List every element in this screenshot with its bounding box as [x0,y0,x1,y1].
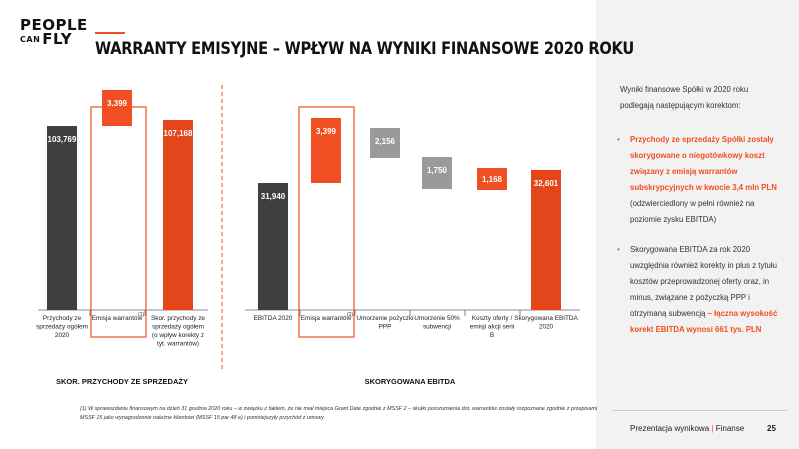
company-logo: PEOPLE CAN FLY [20,16,88,49]
data-label-2: 2,156 [375,137,396,146]
page-title: WARRANTY EMISYJNE – WPŁYW NA WYNIKI FINA… [95,39,634,59]
bar-0 [47,126,77,310]
bar-2 [370,128,400,158]
bar-0 [258,183,288,310]
data-label-2: 107,168 [164,129,193,138]
data-label-0: 103,769 [48,135,77,144]
chart-ebitda: 31,940 3,399 2,156 1,750 1,168 32,601 (1) EBITD… [245,106,580,386]
bar-1 [311,118,341,183]
panel-intro: Wyniki finansowe Spółki w 2020 roku podl… [620,85,749,110]
category-label-0: Przychody ze sprzedaży ogółem 2020 [36,315,88,339]
bar-5 [531,170,561,310]
data-label-1: 3,399 [316,127,337,136]
page-number: 25 [767,424,776,433]
panel-bullet-2: • Skorygowana EBITDA za rok 2020 uwzględ… [617,242,780,338]
data-label-1: 3,399 [107,99,128,108]
footer-label: Prezentacja wynikowa | Finanse [630,424,745,433]
data-label-3: 1,750 [427,166,448,175]
footnote: (1) W sprawozdaniu finansowym na dzień 3… [80,406,598,421]
footnote-marker: (1) [138,312,144,318]
panel-bullet-1: • Przychody ze sprzedaży Spółki zostały … [617,132,780,228]
chart-title: SKORYGOWANA EBITDA [365,377,456,386]
bar-1 [102,90,132,127]
bar-2 [163,120,193,310]
category-label-4: Koszty oferty / emisji akcji serii B [470,315,514,339]
charts-area: 103,769 3,399 107,168 (1) Przychody ze sprzed… [36,85,580,386]
category-label-1: Emisja warrantów [92,315,143,322]
bullet-icon: • [617,135,620,144]
category-label-2: Umorzenie pożyczki PPP [356,315,413,331]
data-label-0: 31,940 [261,192,286,201]
data-label-5: 32,601 [534,179,559,188]
bar-3 [422,157,452,189]
chart-title: SKOR. PRZYCHODY ZE SPRZEDAŻY [56,377,188,386]
highlight-box [90,106,147,338]
right-panel [596,0,799,449]
bullet-icon: • [617,245,620,254]
category-label-2: Skor. przychody ze sprzedaży ogółem (o wpł… [151,315,205,348]
chart-revenue: 103,769 3,399 107,168 (1) Przychody ze sprzed… [36,90,208,386]
data-label-4: 1,168 [482,175,503,184]
category-label-0: EBITDA 2020 [254,315,293,322]
category-label-5: Skorygowana EBITDA 2020 [514,315,578,331]
highlight-box [298,106,355,338]
title-accent-line [95,32,125,34]
footer-divider [612,410,787,411]
bar-4 [477,168,507,190]
category-label-3: Umorzenie 50% subwencji [414,315,460,331]
category-label-1: Emisja warrantów [301,315,352,322]
footnote-marker: (1) [347,312,353,318]
